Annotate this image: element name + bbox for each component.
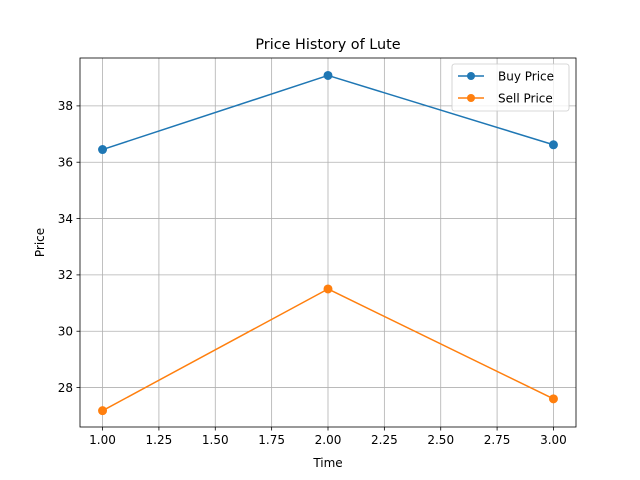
- y-tick-label: 34: [58, 212, 73, 226]
- series-sell-price: [98, 284, 558, 416]
- series-buy-price: [98, 70, 558, 155]
- legend-entry: Buy Price: [458, 69, 554, 83]
- y-axis: 28 30 32 34 36 38: [58, 99, 80, 395]
- grid: [80, 58, 576, 427]
- legend-entry: Sell Price: [458, 91, 553, 105]
- x-tick-label: 2.00: [315, 433, 342, 447]
- x-axis: 1.00 1.25 1.50 1.75 2.00 2.25 2.50 2.75 3.00: [89, 427, 567, 447]
- legend-marker: [467, 72, 475, 80]
- y-tick-label: 38: [58, 99, 73, 113]
- data-point: [323, 284, 333, 294]
- data-point: [548, 140, 558, 150]
- x-tick-label: 1.50: [202, 433, 229, 447]
- series-layer: [98, 70, 558, 416]
- data-point: [98, 406, 108, 416]
- legend-marker: [467, 94, 475, 102]
- x-tick-label: 1.25: [146, 433, 173, 447]
- legend: Buy Price Sell Price: [451, 63, 570, 112]
- legend-label: Buy Price: [498, 69, 554, 83]
- y-tick-label: 32: [58, 268, 73, 282]
- y-tick-label: 28: [58, 381, 73, 395]
- data-point: [323, 70, 333, 80]
- x-tick-label: 1.75: [258, 433, 285, 447]
- y-axis-title: Price: [33, 228, 47, 257]
- data-point: [98, 145, 108, 155]
- y-tick-label: 36: [58, 156, 73, 170]
- x-tick-label: 2.50: [427, 433, 454, 447]
- legend-label: Sell Price: [498, 91, 553, 105]
- x-tick-label: 2.75: [484, 433, 511, 447]
- y-tick-label: 30: [58, 325, 73, 339]
- x-tick-label: 3.00: [540, 433, 567, 447]
- x-axis-title: Time: [312, 456, 342, 470]
- x-tick-label: 1.00: [89, 433, 116, 447]
- data-point: [548, 394, 558, 404]
- chart-title: Price History of Lute: [255, 37, 400, 53]
- x-tick-label: 2.25: [371, 433, 398, 447]
